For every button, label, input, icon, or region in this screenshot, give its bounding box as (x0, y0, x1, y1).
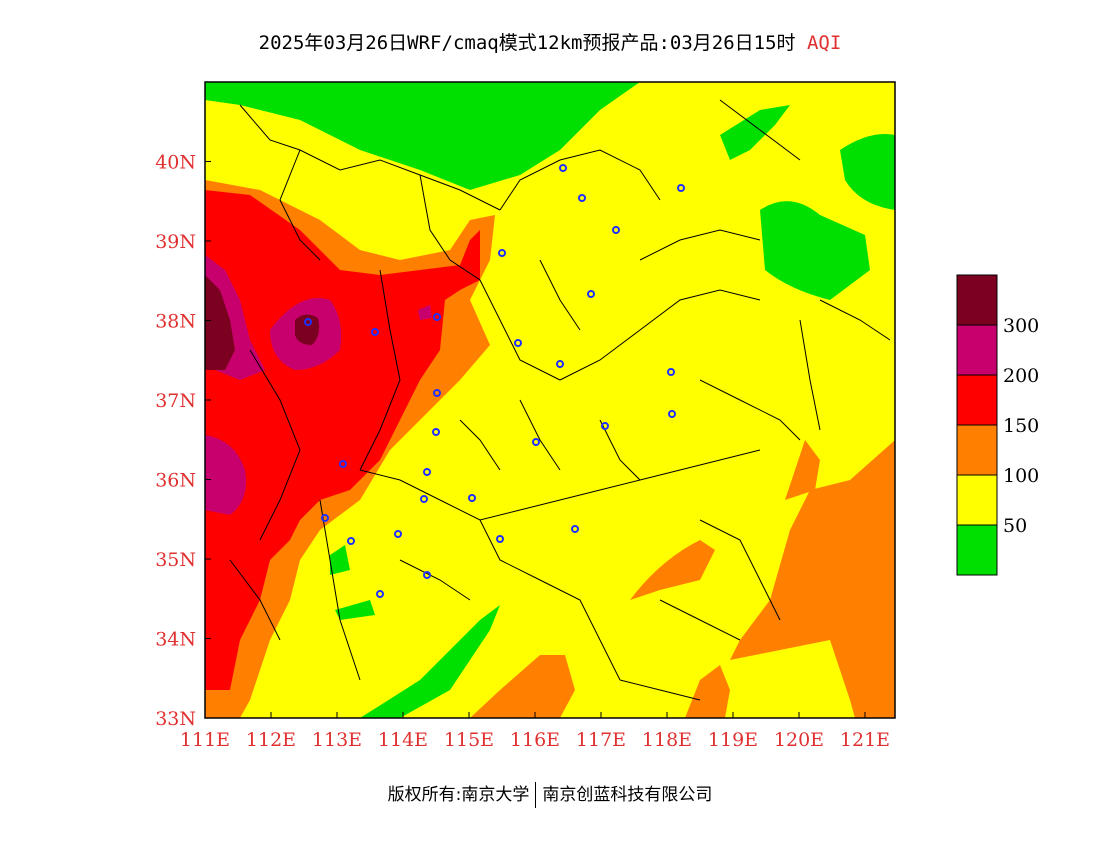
lon-label: 117E (576, 729, 626, 751)
lat-label: 38N (155, 311, 196, 333)
copyright-footer: 版权所有:南京大学 南京创蓝科技有限公司 (0, 780, 1100, 808)
lon-label: 119E (708, 729, 758, 751)
footer-right: 南京创蓝科技有限公司 (542, 785, 713, 805)
lat-label: 39N (155, 231, 196, 253)
legend-swatch (956, 524, 998, 576)
lon-label: 118E (642, 729, 692, 751)
lon-label: 111E (180, 729, 230, 751)
legend-label: 50 (1003, 515, 1027, 537)
aqi-field (205, 82, 895, 718)
legend-swatch (956, 274, 998, 326)
lat-label: 33N (155, 708, 196, 730)
map-title: 2025年03月26日WRF/cmaq模式12km预报产品:03月26日15时 … (0, 28, 1100, 55)
title-text: 2025年03月26日WRF/cmaq模式12km预报产品:03月26日15时 (258, 32, 796, 54)
title-aqi: AQI (806, 32, 842, 54)
lon-label: 113E (312, 729, 362, 751)
lat-label: 36N (155, 470, 196, 492)
legend-label: 100 (1003, 465, 1039, 487)
legend-swatch (956, 324, 998, 376)
latitude-axis: 33N 34N 35N 36N 37N 38N 39N 40N (155, 152, 211, 730)
legend-swatch (956, 424, 998, 476)
lat-label: 37N (155, 390, 196, 412)
legend-label: 150 (1003, 415, 1039, 437)
footer-separator (535, 782, 537, 808)
aqi-legend: 50 100 150 200 300 (956, 274, 1039, 576)
lon-label: 115E (444, 729, 494, 751)
legend-swatch (956, 374, 998, 426)
lon-label: 112E (246, 729, 296, 751)
legend-label: 300 (1003, 315, 1039, 337)
lat-label: 35N (155, 549, 196, 571)
lon-label: 116E (510, 729, 560, 751)
longitude-axis: 111E 112E 113E 114E 115E 116E 117E 118E 119E 120E… (180, 712, 890, 751)
lon-label: 121E (840, 729, 890, 751)
lat-label: 34N (155, 629, 196, 651)
footer-left: 版权所有:南京大学 (387, 785, 530, 805)
lon-label: 114E (378, 729, 428, 751)
lon-label: 120E (774, 729, 824, 751)
legend-swatch (956, 474, 998, 526)
lat-label: 40N (155, 152, 196, 174)
legend-label: 200 (1003, 365, 1039, 387)
